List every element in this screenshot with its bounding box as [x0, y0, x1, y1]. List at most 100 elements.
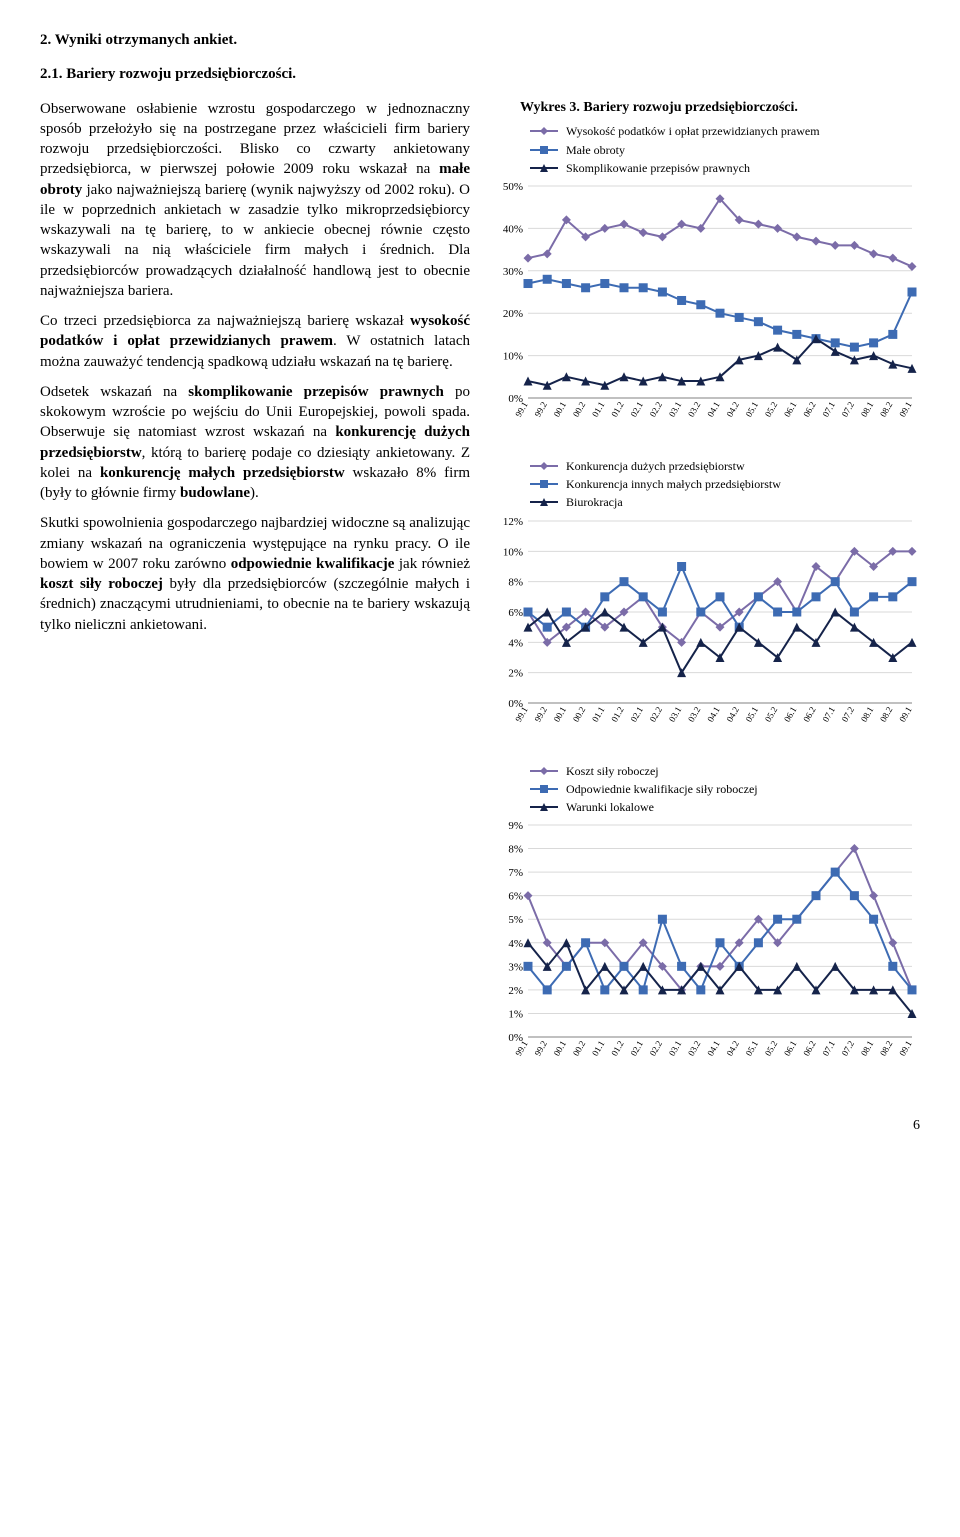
legend-item: Skomplikowanie przepisów prawnych — [530, 160, 920, 176]
svg-text:06.1: 06.1 — [782, 400, 799, 419]
chart2: Konkurencja dużych przedsiębiorstw Konkur… — [490, 458, 920, 745]
legend-label: Koszt siły roboczej — [566, 763, 659, 779]
svg-text:01.1: 01.1 — [590, 400, 607, 419]
svg-text:1%: 1% — [508, 1009, 523, 1021]
svg-text:09.1: 09.1 — [897, 1039, 914, 1058]
svg-text:08.2: 08.2 — [878, 1039, 895, 1058]
svg-text:06.2: 06.2 — [801, 705, 818, 724]
svg-text:00.1: 00.1 — [552, 400, 569, 419]
svg-text:00.2: 00.2 — [571, 400, 588, 419]
svg-text:02.2: 02.2 — [648, 1039, 665, 1058]
svg-text:07.1: 07.1 — [820, 400, 837, 419]
svg-text:06.2: 06.2 — [801, 400, 818, 419]
svg-text:01.1: 01.1 — [590, 1039, 607, 1058]
svg-text:2%: 2% — [508, 667, 523, 679]
svg-text:2%: 2% — [508, 985, 523, 997]
svg-text:99.2: 99.2 — [532, 400, 549, 419]
svg-text:03.1: 03.1 — [667, 1039, 684, 1058]
svg-text:09.1: 09.1 — [897, 705, 914, 724]
svg-text:03.2: 03.2 — [686, 400, 703, 419]
svg-text:6%: 6% — [508, 891, 523, 903]
svg-text:9%: 9% — [508, 820, 523, 832]
svg-text:05.2: 05.2 — [763, 1039, 780, 1058]
svg-text:8%: 8% — [508, 844, 523, 856]
svg-text:3%: 3% — [508, 961, 523, 973]
svg-text:02.2: 02.2 — [648, 400, 665, 419]
svg-text:02.1: 02.1 — [628, 705, 645, 724]
chart1-title: Wykres 3. Bariery rozwoju przedsiębiorcz… — [520, 99, 920, 118]
legend-item: Koszt siły roboczej — [530, 763, 920, 779]
svg-text:00.2: 00.2 — [571, 1039, 588, 1058]
chart3-svg: 0%1%2%3%4%5%6%7%8%9%99.199.200.100.201.1… — [490, 819, 920, 1079]
svg-text:30%: 30% — [503, 266, 523, 278]
svg-text:02.2: 02.2 — [648, 705, 665, 724]
svg-text:08.1: 08.1 — [859, 705, 876, 724]
svg-text:4%: 4% — [508, 637, 523, 649]
svg-text:04.1: 04.1 — [705, 1039, 722, 1058]
svg-text:07.2: 07.2 — [840, 705, 857, 724]
chart3: Koszt siły roboczej Odpowiednie kwalifika… — [490, 763, 920, 1080]
svg-text:07.1: 07.1 — [820, 1039, 837, 1058]
svg-text:05.2: 05.2 — [763, 400, 780, 419]
svg-text:4%: 4% — [508, 938, 523, 950]
legend-label: Skomplikowanie przepisów prawnych — [566, 160, 750, 176]
chart1-svg: 0%10%20%30%40%50%99.199.200.100.201.101.… — [490, 180, 920, 440]
legend-item: Odpowiednie kwalifikacje siły roboczej — [530, 781, 920, 797]
paragraph-4: Skutki spowolnienia gospodarczego najbar… — [40, 513, 470, 635]
svg-text:02.1: 02.1 — [628, 1039, 645, 1058]
svg-text:07.2: 07.2 — [840, 400, 857, 419]
svg-text:50%: 50% — [503, 181, 523, 193]
chart1-legend: Wysokość podatków i opłat przewidzianych… — [530, 123, 920, 176]
legend-item: Małe obroty — [530, 142, 920, 158]
svg-text:03.1: 03.1 — [667, 705, 684, 724]
legend-item: Biurokracja — [530, 494, 920, 510]
svg-text:10%: 10% — [503, 351, 523, 363]
svg-text:20%: 20% — [503, 308, 523, 320]
svg-text:09.1: 09.1 — [897, 400, 914, 419]
chart3-legend: Koszt siły roboczej Odpowiednie kwalifika… — [530, 763, 920, 816]
svg-text:06.2: 06.2 — [801, 1039, 818, 1058]
legend-label: Warunki lokalowe — [566, 799, 654, 815]
paragraph-1: Obserwowane osłabienie wzrostu gospodarc… — [40, 99, 470, 302]
paragraph-3: Odsetek wskazań na skomplikowanie przepi… — [40, 382, 470, 504]
legend-label: Odpowiednie kwalifikacje siły roboczej — [566, 781, 758, 797]
svg-text:99.2: 99.2 — [532, 1039, 549, 1058]
svg-text:06.1: 06.1 — [782, 1039, 799, 1058]
svg-text:04.1: 04.1 — [705, 400, 722, 419]
chart2-svg: 0%2%4%6%8%10%12%99.199.200.100.201.101.2… — [490, 515, 920, 745]
svg-text:5%: 5% — [508, 914, 523, 926]
svg-text:04.2: 04.2 — [724, 1039, 741, 1058]
svg-text:05.1: 05.1 — [744, 1039, 761, 1058]
svg-text:04.2: 04.2 — [724, 705, 741, 724]
legend-label: Biurokracja — [566, 494, 623, 510]
svg-text:6%: 6% — [508, 607, 523, 619]
svg-text:01.2: 01.2 — [609, 400, 626, 419]
legend-item: Konkurencja innych małych przedsiębiorst… — [530, 476, 920, 492]
svg-text:01.1: 01.1 — [590, 705, 607, 724]
page-number: 6 — [40, 1117, 920, 1136]
legend-label: Małe obroty — [566, 142, 625, 158]
chart2-legend: Konkurencja dużych przedsiębiorstw Konkur… — [530, 458, 920, 511]
svg-text:7%: 7% — [508, 867, 523, 879]
svg-text:04.2: 04.2 — [724, 400, 741, 419]
section-heading: 2. Wyniki otrzymanych ankiet. — [40, 30, 920, 50]
legend-label: Wysokość podatków i opłat przewidzianych… — [566, 123, 820, 139]
svg-text:40%: 40% — [503, 223, 523, 235]
subsection-heading: 2.1. Bariery rozwoju przedsiębiorczości. — [40, 64, 920, 84]
svg-text:08.1: 08.1 — [859, 400, 876, 419]
svg-text:03.1: 03.1 — [667, 400, 684, 419]
legend-item: Konkurencja dużych przedsiębiorstw — [530, 458, 920, 474]
svg-text:01.2: 01.2 — [609, 1039, 626, 1058]
svg-text:05.1: 05.1 — [744, 705, 761, 724]
svg-text:00.1: 00.1 — [552, 1039, 569, 1058]
svg-text:07.2: 07.2 — [840, 1039, 857, 1058]
svg-text:05.2: 05.2 — [763, 705, 780, 724]
legend-item: Warunki lokalowe — [530, 799, 920, 815]
svg-text:08.2: 08.2 — [878, 705, 895, 724]
svg-text:8%: 8% — [508, 576, 523, 588]
legend-item: Wysokość podatków i opłat przewidzianych… — [530, 123, 920, 139]
svg-text:07.1: 07.1 — [820, 705, 837, 724]
svg-text:05.1: 05.1 — [744, 400, 761, 419]
svg-text:08.1: 08.1 — [859, 1039, 876, 1058]
paragraph-2: Co trzeci przedsiębiorca za najważniejsz… — [40, 311, 470, 372]
